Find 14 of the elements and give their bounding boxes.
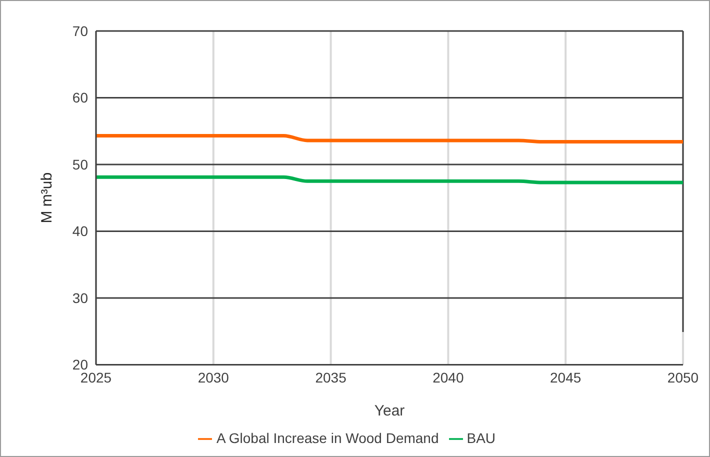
- y-axis-title: M m³ub: [38, 172, 56, 224]
- x-tick-label: 2040: [432, 370, 464, 386]
- x-axis-title: Year: [374, 402, 405, 420]
- x-tick-label: 2045: [550, 370, 582, 386]
- y-tick-label: 40: [72, 223, 88, 240]
- x-tick-label: 2050: [667, 370, 699, 386]
- x-tick-label: 2035: [315, 370, 347, 386]
- y-tick-label: 60: [72, 90, 88, 106]
- x-tick-label: 2030: [198, 370, 230, 386]
- y-tick-label: 70: [72, 22, 88, 39]
- y-tick-label: 50: [72, 156, 88, 172]
- y-tick-label: 30: [72, 290, 88, 306]
- legend-label: A Global Increase in Wood Demand: [216, 430, 439, 446]
- legend-label: BAU: [466, 430, 496, 446]
